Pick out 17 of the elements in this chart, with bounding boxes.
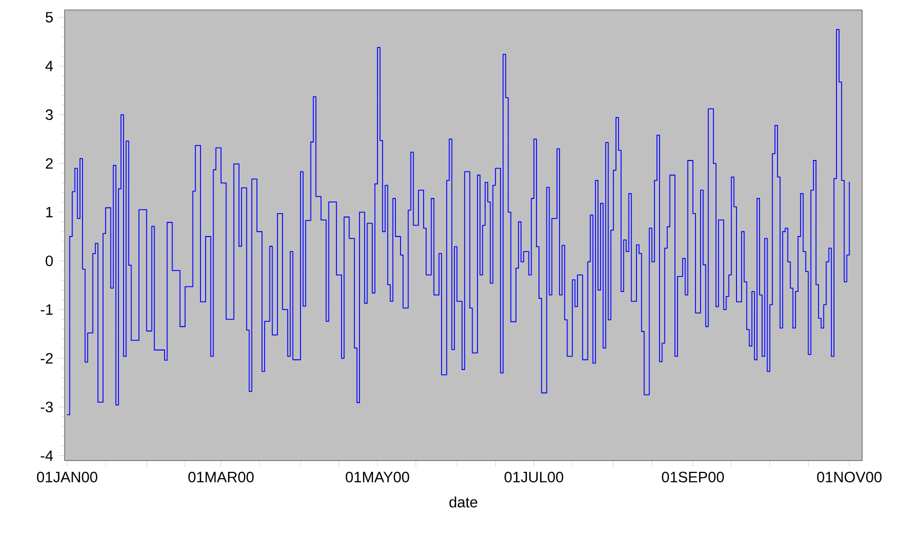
y-tick-label: -2	[40, 352, 53, 364]
x-tick-label: 01NOV00	[817, 472, 882, 482]
y-tick-label: 1	[46, 206, 53, 218]
y-tick-label: 2	[46, 158, 53, 168]
y-tick-label: 5	[46, 12, 53, 22]
x-tick-label: 01JUL00	[504, 472, 564, 482]
y-tick-label: 3	[46, 109, 53, 120]
y-tick-label: -4	[40, 450, 53, 461]
x-tick-label: 01MAR00	[188, 472, 254, 482]
x-tick-label: 01MAY00	[346, 472, 410, 482]
y-tick-label: 4	[45, 60, 53, 71]
y-tick-label: -3	[40, 402, 53, 412]
x-tick-label: 01JAN00	[36, 472, 98, 482]
x-tick-label: 01SEP00	[662, 472, 724, 482]
x-axis-title: date	[449, 496, 478, 508]
y-tick-label: -1	[40, 304, 53, 315]
y-tick-label: 0	[46, 255, 53, 266]
